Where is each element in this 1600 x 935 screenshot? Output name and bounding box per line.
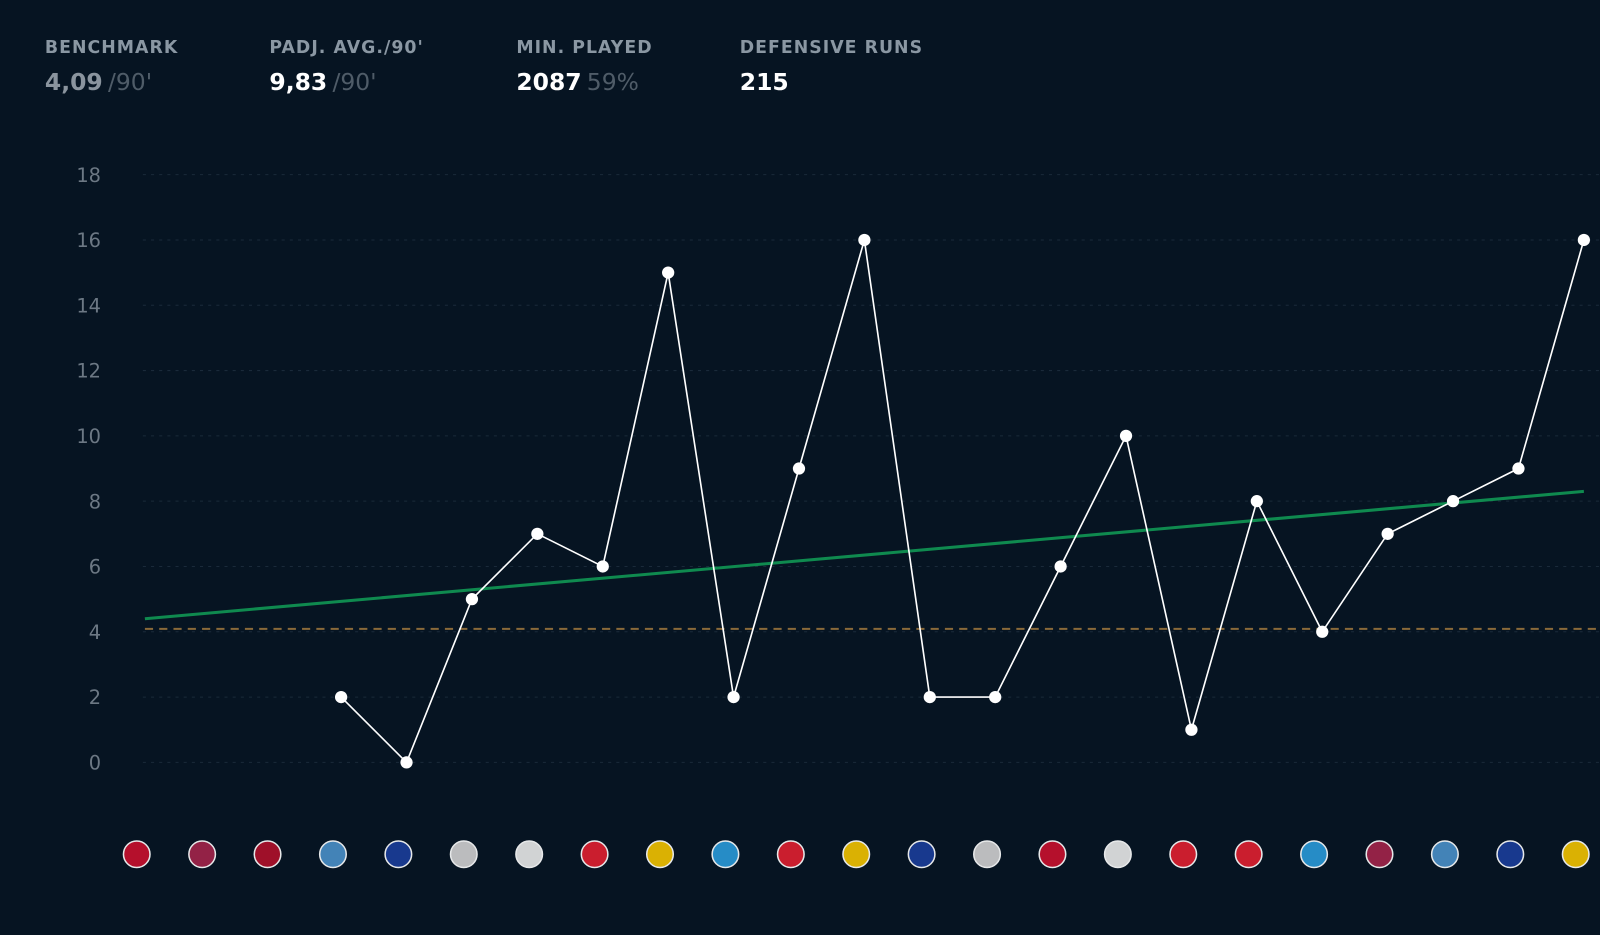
y-tick-label: 2 xyxy=(89,686,101,709)
team-logo xyxy=(1169,840,1198,869)
data-point xyxy=(1446,495,1460,508)
stat-value-line: 4,09 /90' xyxy=(45,68,152,96)
team-logo xyxy=(842,840,871,869)
data-point xyxy=(465,593,479,606)
team-logo xyxy=(1300,840,1329,869)
data-point xyxy=(1250,495,1263,508)
data-point xyxy=(1185,723,1198,736)
team-logo xyxy=(1365,840,1394,869)
data-point xyxy=(989,690,1002,704)
team-logo xyxy=(1103,840,1132,869)
team-logo xyxy=(580,840,609,869)
team-logo xyxy=(776,840,805,869)
team-logo xyxy=(1496,840,1525,869)
team-logo xyxy=(515,840,544,869)
stat-value: 9,83 xyxy=(269,68,327,96)
stat-value-line: 9,83 /90' xyxy=(269,68,376,96)
stat-label: BENCHMARK xyxy=(45,38,178,58)
team-logo xyxy=(907,840,936,869)
team-logo xyxy=(1038,840,1067,869)
data-point xyxy=(727,690,740,704)
stat-label: MIN. PLAYED xyxy=(516,38,652,58)
data-point xyxy=(1054,560,1067,573)
team-logo xyxy=(1234,840,1263,869)
team-logo xyxy=(645,840,675,869)
team-logo xyxy=(449,840,478,869)
stat-unit: /90' xyxy=(108,68,152,96)
y-tick-label: 16 xyxy=(76,229,101,252)
stat-value: 2087 xyxy=(516,68,581,96)
data-point xyxy=(335,690,348,704)
stat-value-line: 215 xyxy=(740,68,789,96)
data-point xyxy=(400,756,413,769)
y-tick-label: 0 xyxy=(89,752,101,775)
stat-label: PADJ. AVG./90' xyxy=(269,38,423,58)
team-logo xyxy=(122,840,151,869)
data-point xyxy=(792,462,806,475)
stat-value: 215 xyxy=(740,68,789,96)
stat-value-line: 2087 59% xyxy=(516,68,639,96)
data-line xyxy=(340,239,1585,764)
y-tick-label: 8 xyxy=(89,490,101,513)
team-logo xyxy=(318,840,347,869)
data-point xyxy=(923,690,936,704)
y-tick-label: 4 xyxy=(89,621,101,644)
data-point xyxy=(1119,429,1133,442)
team-logo xyxy=(384,840,413,869)
stat-label: DEFENSIVE RUNS xyxy=(740,38,923,58)
stat-value: 4,09 xyxy=(45,68,103,96)
team-logo xyxy=(253,840,282,869)
data-point xyxy=(1577,233,1590,247)
team-logo xyxy=(1430,840,1459,869)
y-tick-label: 12 xyxy=(76,360,101,383)
team-logo xyxy=(1561,840,1590,869)
stat-unit: 59% xyxy=(587,68,639,96)
data-point xyxy=(1381,527,1394,540)
team-logo xyxy=(188,840,217,869)
trend-line xyxy=(144,489,1585,621)
data-point xyxy=(1316,625,1329,638)
y-tick-label: 10 xyxy=(76,425,101,448)
data-point xyxy=(662,266,675,279)
y-tick-label: 18 xyxy=(76,164,101,187)
team-logo xyxy=(973,840,1002,869)
team-logo xyxy=(711,840,740,869)
data-point xyxy=(531,527,544,540)
data-point xyxy=(596,560,609,573)
y-tick-label: 14 xyxy=(76,294,101,317)
y-tick-label: 6 xyxy=(89,556,101,579)
stat-unit: /90' xyxy=(332,68,376,96)
data-point xyxy=(1512,462,1525,475)
data-point xyxy=(858,233,871,247)
